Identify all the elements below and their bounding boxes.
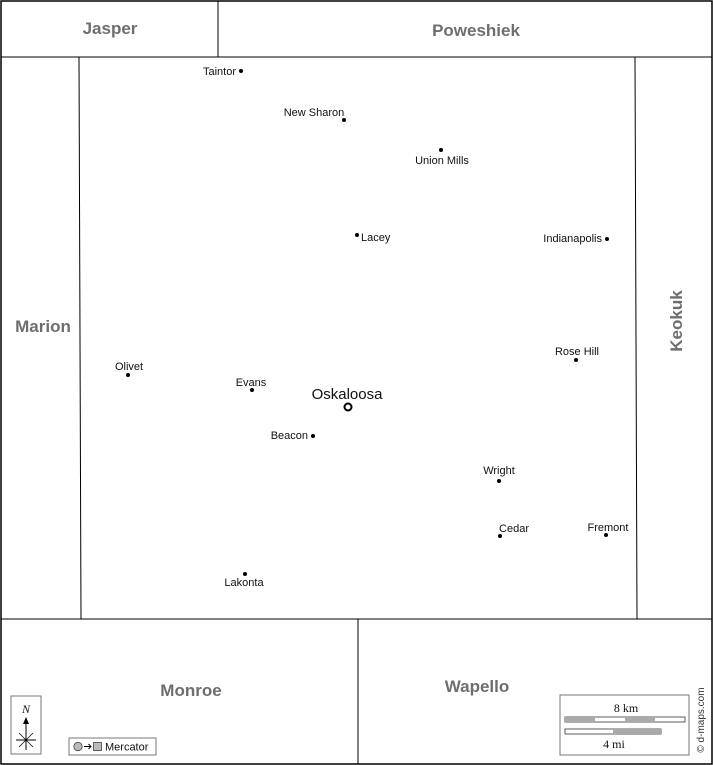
- scale-mi-seg-2: [613, 729, 661, 734]
- north-arrow-head-icon: [23, 717, 29, 724]
- town-dot-cedar: [498, 534, 502, 538]
- scale-km-seg-3: [625, 717, 655, 722]
- town-dot-rose-hill: [574, 358, 578, 362]
- town-label-new-sharon: New Sharon: [284, 107, 345, 119]
- town-label-lakonta: Lakonta: [224, 577, 264, 589]
- county-label-wapello: Wapello: [445, 677, 510, 696]
- projection-frame: [68, 737, 157, 756]
- compass-diagonal-b: [18, 732, 34, 748]
- town-label-union-mills: Union Mills: [415, 155, 469, 167]
- arrow-right-icon: [84, 743, 92, 750]
- globe-icon: [73, 741, 83, 752]
- town-dot-wright: [497, 479, 501, 483]
- north-arrow: N: [10, 695, 42, 755]
- east-boundary: [634, 56, 638, 620]
- scale-km-label: 8 km: [614, 701, 639, 715]
- town-dot-fremont: [604, 533, 608, 537]
- town-dot-lacey: [355, 233, 359, 237]
- town-label-olivet: Olivet: [115, 361, 143, 373]
- county-label-jasper: Jasper: [83, 19, 138, 38]
- credit-label: © d-maps.com: [696, 687, 707, 752]
- town-dot-beacon: [311, 434, 315, 438]
- town-label-indianapolis: Indianapolis: [543, 233, 602, 245]
- town-label-taintor: Taintor: [203, 66, 236, 78]
- west-boundary: [78, 56, 82, 620]
- scale-bar: 8 km 4 mi: [559, 694, 690, 756]
- county-label-marion: Marion: [15, 317, 71, 336]
- town-dot-union-mills: [439, 148, 443, 152]
- town-label-rose-hill: Rose Hill: [555, 346, 599, 358]
- town-label-fremont: Fremont: [588, 522, 629, 534]
- county-label-poweshiek: Poweshiek: [432, 21, 520, 40]
- town-dot-lakonta: [243, 572, 247, 576]
- town-label-cedar: Cedar: [499, 523, 529, 535]
- town-markers: [126, 69, 609, 576]
- town-label-beacon: Beacon: [271, 430, 308, 442]
- town-label-lacey: Lacey: [361, 232, 391, 244]
- north-label: N: [21, 702, 31, 716]
- flat-map-icon: [93, 742, 102, 751]
- county-seat-marker: [343, 402, 353, 412]
- town-dot-evans: [250, 388, 254, 392]
- scale-km-seg-1: [565, 717, 595, 722]
- town-label-wright: Wright: [483, 465, 515, 477]
- town-dot-taintor: [239, 69, 243, 73]
- town-dot-new-sharon: [342, 118, 346, 122]
- town-dot-olivet: [126, 373, 130, 377]
- town-dot-indianapolis: [605, 237, 609, 241]
- county-seat-label: Oskaloosa: [312, 386, 384, 403]
- scale-mi-label: 4 mi: [603, 737, 625, 751]
- projection-label: Mercator: [105, 742, 149, 754]
- town-label-evans: Evans: [236, 377, 267, 389]
- county-label-monroe: Monroe: [160, 681, 221, 700]
- scale-frame: [559, 694, 690, 756]
- projection-box: Mercator: [68, 737, 157, 756]
- county-label-keokuk: Keokuk: [667, 290, 686, 352]
